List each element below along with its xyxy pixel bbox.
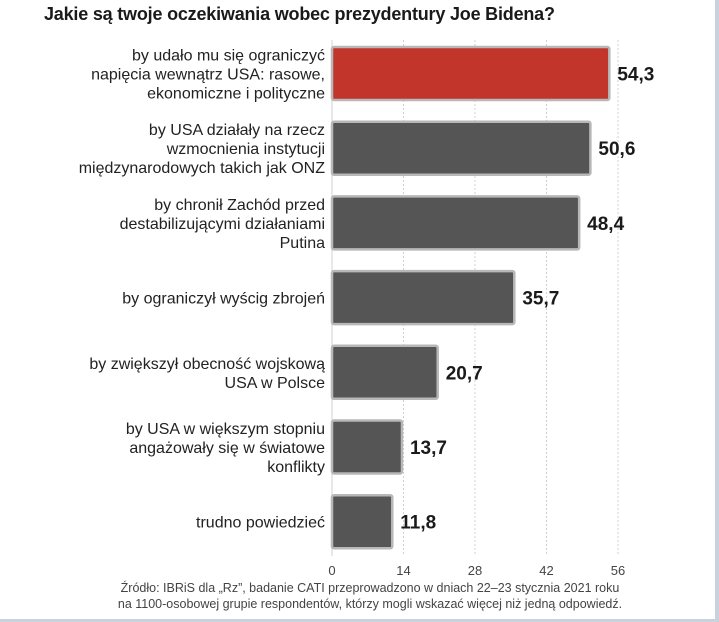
bar bbox=[330, 419, 404, 475]
data-label: 54,3 bbox=[617, 65, 654, 86]
window-frame-bottom bbox=[0, 619, 719, 622]
category-label-line: angażowały się w światowe bbox=[129, 440, 325, 457]
bar bbox=[330, 344, 439, 401]
source-line-2: na 1100-osobowej grupie respondentów, kt… bbox=[117, 597, 623, 611]
category-label-line: destabilizującymi działaniami bbox=[120, 216, 325, 233]
x-tick-label: 28 bbox=[468, 563, 482, 578]
category-label-line: wzmocnienia instytucji bbox=[166, 141, 325, 158]
x-tick-label: 56 bbox=[611, 563, 625, 578]
category-label-line: konflikty bbox=[267, 459, 325, 476]
data-label: 35,7 bbox=[522, 289, 559, 310]
data-label: 48,4 bbox=[587, 214, 624, 235]
category-label-line: by udało mu się ograniczyć bbox=[132, 48, 325, 65]
x-tick-label: 42 bbox=[539, 563, 553, 578]
category-label: trudno powiedzieć bbox=[196, 515, 325, 532]
source-note: Źródło: IBRiS dla „Rz”, badanie CATI prz… bbox=[40, 580, 700, 612]
window-frame-right bbox=[715, 0, 719, 622]
category-label-line: USA w Polsce bbox=[225, 375, 326, 392]
category-label-line: by zwiększył obecność wojskową bbox=[89, 356, 325, 373]
category-label-line: trudno powiedzieć bbox=[196, 515, 325, 532]
bar bbox=[330, 493, 394, 550]
category-label-line: by ograniczył wyścig zbrojeń bbox=[122, 291, 325, 308]
category-label: by udało mu się ograniczyć napięcia wewną… bbox=[91, 48, 325, 103]
chart-title: Jakie są twoje oczekiwania wobec prezyde… bbox=[44, 4, 555, 24]
category-label-line: by chronił Zachód przed bbox=[154, 197, 325, 214]
data-label: 11,8 bbox=[400, 513, 436, 534]
category-label-line: by USA w większym stopniu bbox=[126, 421, 325, 438]
category-label-line: ekonomiczne i polityczne bbox=[147, 86, 325, 103]
category-label-line: by USA działały na rzecz bbox=[149, 122, 325, 139]
category-label: by USA w większym stopniu angażowały się … bbox=[126, 421, 325, 476]
category-label: by USA działały na rzecz wzmocnienia inst… bbox=[79, 122, 326, 177]
category-label-line: Putina bbox=[280, 235, 325, 252]
x-tick-label: 14 bbox=[396, 563, 410, 578]
bar bbox=[330, 269, 516, 326]
category-label: by zwiększył obecność wojskową USA w Pols… bbox=[89, 356, 325, 392]
category-label-line: napięcia wewnątrz USA: rasowe, bbox=[91, 67, 325, 84]
category-label: by ograniczył wyścig zbrojeń bbox=[122, 291, 325, 308]
data-label: 50,6 bbox=[598, 139, 635, 160]
bar bbox=[330, 120, 592, 176]
bar bbox=[330, 45, 611, 102]
category-label: by chronił Zachód przed destabilizującymi… bbox=[120, 197, 326, 252]
bar bbox=[330, 195, 581, 251]
data-label: 20,7 bbox=[446, 363, 483, 384]
category-label-line: międzynarodowych takich jak ONZ bbox=[79, 160, 326, 177]
x-tick-label: 0 bbox=[328, 563, 335, 578]
data-label: 13,7 bbox=[410, 438, 447, 459]
source-line-1: Źródło: IBRiS dla „Rz”, badanie CATI prz… bbox=[120, 581, 620, 595]
